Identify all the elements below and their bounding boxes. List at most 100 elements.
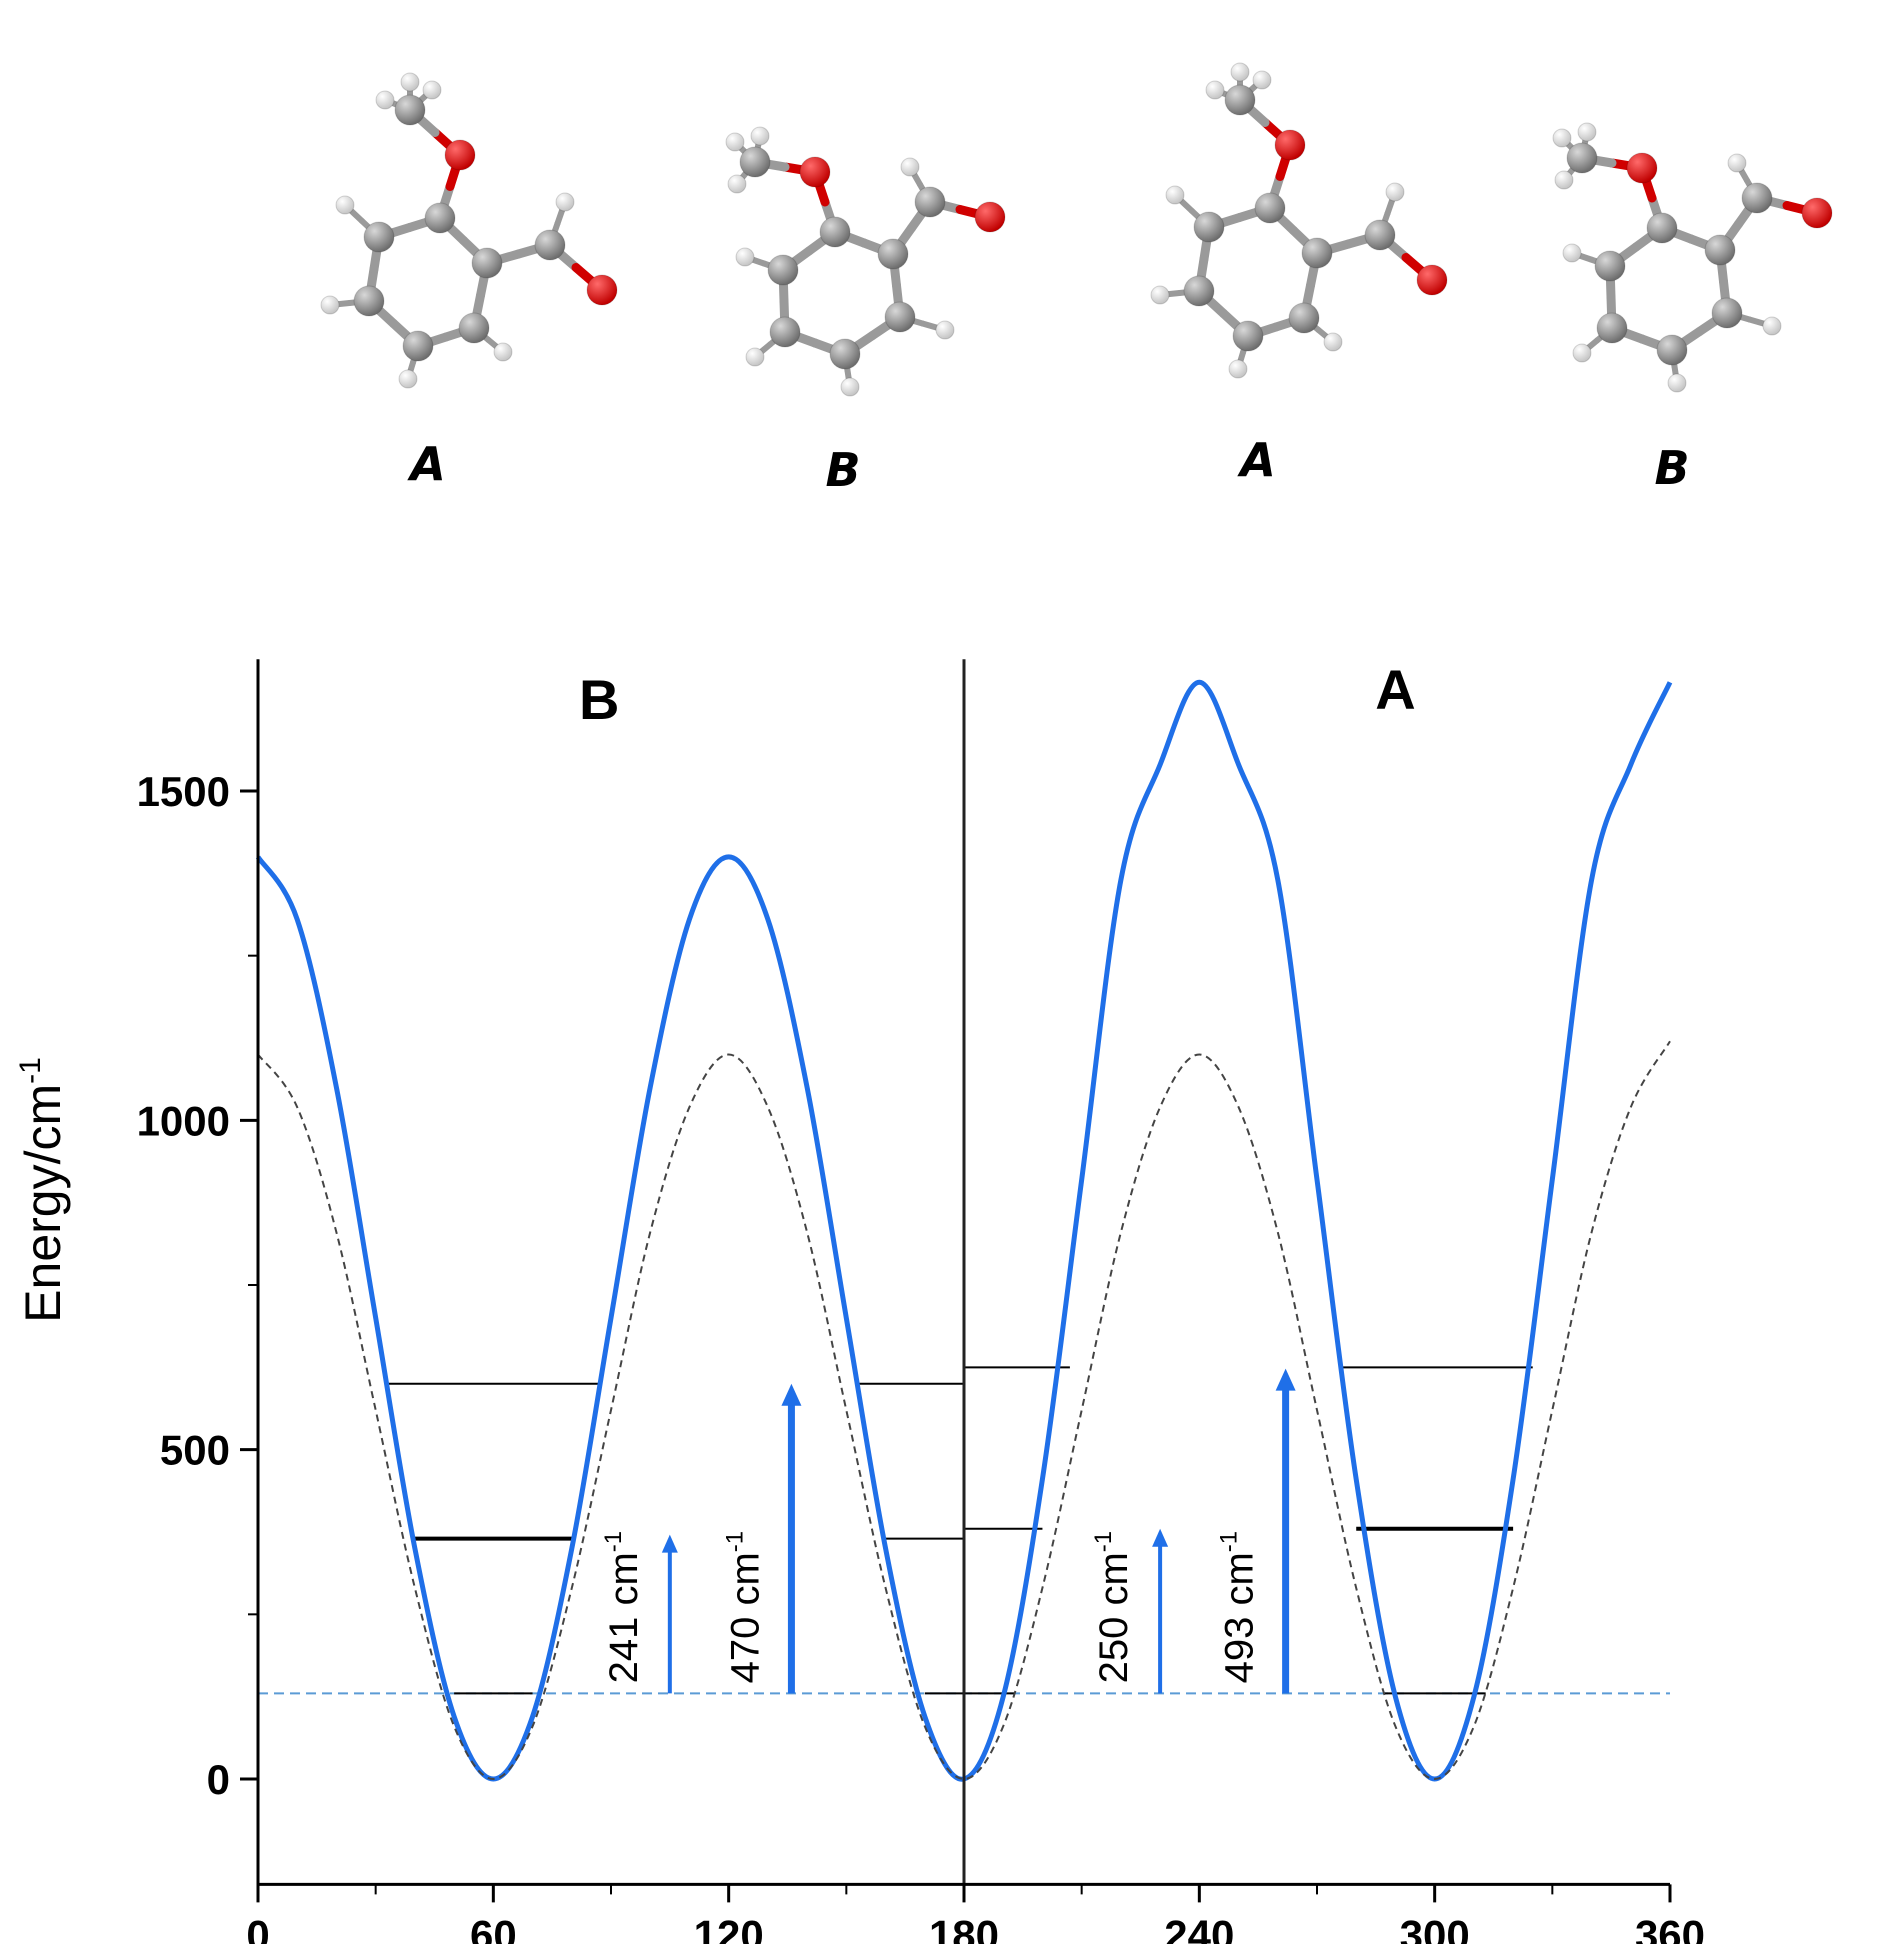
hydrogen-atom [1762, 316, 1782, 336]
carbon-atom [363, 221, 395, 253]
hydrogen-atom [900, 157, 920, 177]
x-tick-label: 0 [246, 1911, 269, 1944]
carbon-atom [1301, 237, 1333, 269]
hydrogen-atom [840, 377, 860, 397]
axes: 0 60 120 180 240 300 360 0 500 1000 1500 B A [137, 658, 1705, 1944]
molecule-b-right [1552, 122, 1833, 393]
hydrogen-atom [727, 174, 747, 194]
hydrogen-atom [1228, 359, 1248, 379]
transition-energy-value: 250 cm [1092, 1552, 1136, 1683]
hydrogen-atom [750, 126, 770, 146]
hydrogen-atom [320, 295, 340, 315]
hydrogen-atom [422, 80, 442, 100]
oxygen-atom [586, 274, 618, 306]
transition-energy-label: 470 cm-1 [721, 1531, 767, 1684]
x-tick-label: 60 [470, 1911, 517, 1944]
transition-arrow-head [781, 1383, 802, 1406]
transition-energy-value: 470 cm [723, 1552, 767, 1683]
hydrogen-atom [1385, 182, 1405, 202]
y-axis-label: Energy/cm-1 [14, 1057, 71, 1323]
y-tick-label: 1500 [137, 768, 230, 815]
hydrogen-atom [725, 132, 745, 152]
transition-energy-label: 493 cm-1 [1216, 1531, 1262, 1684]
carbon-atom [1646, 212, 1678, 244]
transition-arrow-head [1152, 1528, 1169, 1547]
carbon-atom [1741, 182, 1773, 214]
hydrogen-atom [1554, 170, 1574, 190]
molecule-label: A [407, 437, 446, 491]
carbon-atom [1596, 312, 1628, 344]
transition-arrow-head [661, 1534, 678, 1553]
transition-energy-unit-sup: -1 [1090, 1531, 1117, 1552]
carbon-atom [1254, 192, 1286, 224]
oxygen-atom [1274, 129, 1306, 161]
transition-energy-unit-sup: -1 [600, 1531, 627, 1552]
dashed-potential-curve [257, 1040, 1671, 1780]
x-tick-label: 240 [1164, 1911, 1234, 1944]
molecule-a-left [320, 72, 618, 389]
region-label: B [579, 668, 619, 731]
carbon-atom [1232, 320, 1264, 352]
x-tick-label: 120 [694, 1911, 764, 1944]
region-label: A [1375, 658, 1415, 721]
oxygen-atom [444, 139, 476, 171]
y-tick-label: 1000 [137, 1097, 230, 1144]
oxygen-atom [1626, 152, 1658, 184]
hydrogen-atom [1577, 122, 1597, 142]
carbon-atom [534, 229, 566, 261]
transition-energy-label: 241 cm-1 [600, 1531, 646, 1684]
hydrogen-atom [1165, 185, 1185, 205]
hydrogen-atom [1572, 343, 1592, 363]
carbon-atom [1704, 234, 1736, 266]
hydrogen-atom [400, 72, 420, 92]
oxygen-atom [974, 201, 1006, 233]
transition-arrow-head [1275, 1368, 1296, 1391]
oxygen-atom [1416, 264, 1448, 296]
molecule-label: A [1237, 433, 1276, 487]
carbon-atom [884, 301, 916, 333]
hydrogen-atom [935, 320, 955, 340]
transition-energy-unit-sup: -1 [1216, 1531, 1243, 1552]
carbon-atom [1364, 219, 1396, 251]
transition-energy-value: 493 cm [1218, 1552, 1262, 1683]
oxygen-atom [1801, 197, 1833, 229]
carbon-atom [353, 285, 385, 317]
hydrogen-atom [335, 195, 355, 215]
hydrogen-atom [745, 347, 765, 367]
molecule-b-left [725, 126, 1006, 397]
y-axis-label-text: Energy/cm [15, 1084, 71, 1323]
hydrogen-atom [1323, 332, 1343, 352]
molecule-a-right [1150, 62, 1448, 379]
transition-energy-value: 241 cm [602, 1552, 646, 1683]
hydrogen-atom [1562, 243, 1582, 263]
hydrogen-atom [1150, 285, 1170, 305]
carbon-atom [1183, 275, 1215, 307]
hydrogen-atom [1727, 153, 1747, 173]
molecule-label: B [825, 443, 860, 497]
hydrogen-atom [1230, 62, 1250, 82]
carbon-atom [424, 202, 456, 234]
carbon-atom [877, 238, 909, 270]
carbon-atom [458, 312, 490, 344]
x-tick-label: 360 [1635, 1911, 1705, 1944]
carbon-atom [829, 338, 861, 370]
hydrogen-atom [1667, 373, 1687, 393]
hydrogen-atom [1252, 70, 1272, 90]
y-tick-label: 500 [160, 1427, 230, 1474]
carbon-atom [767, 254, 799, 286]
carbon-atom [914, 186, 946, 218]
carbon-atom [1224, 84, 1256, 116]
x-tick-label: 300 [1400, 1911, 1470, 1944]
carbon-atom [1566, 142, 1598, 174]
carbon-atom [471, 247, 503, 279]
carbon-atom [402, 330, 434, 362]
hydrogen-atom [375, 90, 395, 110]
hydrogen-atom [1205, 80, 1225, 100]
y-axis-label-sup: -1 [14, 1057, 47, 1084]
transition-energy-label: 250 cm-1 [1090, 1531, 1136, 1684]
oxygen-atom [799, 156, 831, 188]
y-tick-label: 0 [207, 1756, 230, 1803]
plot-curves [255, 679, 1673, 1782]
